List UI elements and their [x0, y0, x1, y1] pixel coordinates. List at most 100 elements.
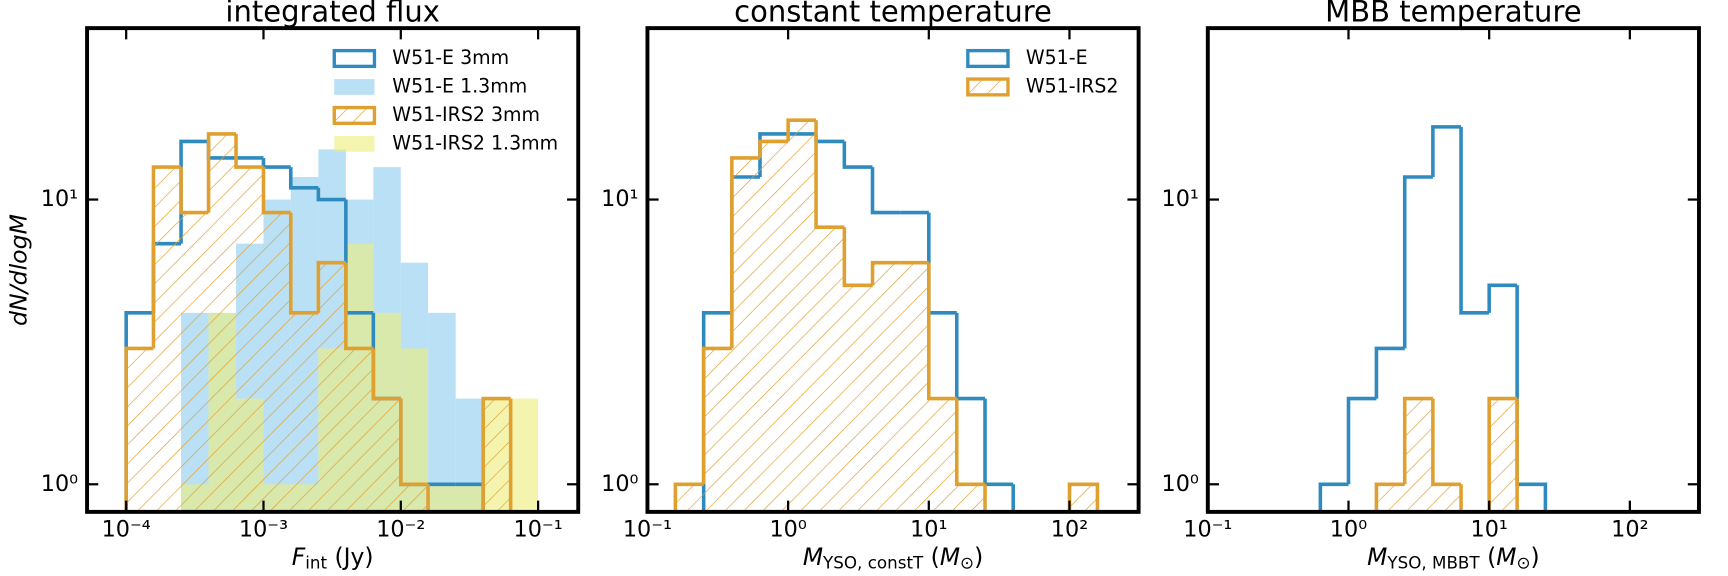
- panel-title: constant temperature: [734, 0, 1052, 29]
- panel: 10⁻⁴ 10⁻³ 10⁻² 10⁻¹ 10⁰ 10¹ integrated flux Fin…: [5, 0, 581, 573]
- panel-title: integrated flux: [225, 0, 439, 29]
- histogram-series: [1320, 396, 1546, 512]
- x-label-part: M: [1496, 542, 1516, 570]
- bar-hatch: [956, 484, 986, 512]
- bar-outline: [261, 157, 291, 169]
- bar-outline: [1515, 285, 1548, 512]
- axes-frame: [645, 26, 1141, 514]
- bar-hatch: [345, 348, 374, 512]
- bar-outline: [481, 396, 511, 512]
- x-axis-label: MYSO, constT (M⊙): [803, 542, 983, 572]
- plot-area: [1318, 125, 1548, 512]
- bar-outline: [1374, 346, 1405, 399]
- x-tick-label: 10⁰: [769, 516, 806, 542]
- bar-hatch: [872, 262, 901, 512]
- bar-outline: [316, 187, 346, 202]
- bar-hatch: [181, 212, 209, 512]
- bar-outline: [399, 398, 429, 487]
- bar-hatch: [153, 167, 182, 512]
- bar-outline: [426, 484, 456, 512]
- x-tick-label: 10¹: [1470, 516, 1507, 542]
- x-label-part: F: [292, 542, 306, 570]
- legend-swatch: [334, 79, 375, 95]
- bar-hatch: [263, 212, 291, 512]
- bar-outline: [814, 133, 845, 144]
- x-tick-label: 10⁻⁴: [102, 516, 151, 542]
- bar-outline: [983, 398, 1014, 487]
- x-axis-label: Fint (Jy): [292, 542, 374, 572]
- bar-hatch: [208, 133, 237, 512]
- x-label-part: (: [1480, 542, 1497, 570]
- bar-outline: [758, 139, 789, 158]
- y-tick-label: 10¹: [41, 186, 78, 212]
- x-tick-label: 10⁰: [1330, 516, 1367, 542]
- legend: W51-E W51-IRS2: [966, 47, 1119, 98]
- bar-outline: [870, 260, 901, 286]
- bar-outline: [508, 398, 539, 512]
- axes-frame: [85, 26, 581, 514]
- y-tick-label: 10¹: [601, 186, 638, 212]
- bar-outline: [954, 398, 986, 487]
- bar-hatch: [1489, 398, 1518, 512]
- bar-outline: [1346, 396, 1377, 485]
- legend-label: W51-IRS2 1.3mm: [392, 132, 558, 154]
- x-tick-label: 10⁻¹: [514, 516, 563, 542]
- legend-swatch: [332, 48, 377, 69]
- x-label-part: M: [803, 542, 823, 570]
- bar-outline: [288, 167, 319, 190]
- bar-outline: [371, 348, 401, 401]
- x-label-part: int: [305, 553, 327, 573]
- bar-hatch: [318, 262, 346, 512]
- bar-outline: [842, 227, 873, 288]
- bar-outline: [316, 260, 346, 313]
- bar-hatch: [928, 398, 957, 512]
- legend: W51-E 3mm W51-E 1.3mm W51-IRS2 3mm W51-IRS2…: [332, 47, 558, 154]
- bar-outline: [1011, 484, 1042, 512]
- bar: [510, 398, 539, 512]
- bar-hatch: [483, 398, 511, 512]
- bar-outline: [234, 133, 264, 169]
- histogram-series: [673, 118, 1100, 512]
- legend-label: W51-E 3mm: [392, 47, 509, 69]
- bar-outline: [786, 118, 817, 142]
- y-tick-label: 10⁰: [601, 471, 638, 497]
- bar-hatch: [816, 227, 845, 512]
- bar-hatch: [1404, 398, 1433, 512]
- bar-outline: [1487, 283, 1518, 313]
- x-label-part: YSO, constT: [822, 553, 924, 573]
- bar-outline: [1487, 396, 1518, 512]
- bar-hatch: [900, 262, 929, 512]
- bar-outline: [1402, 175, 1433, 349]
- bar-outline: [179, 167, 209, 215]
- bar-hatch: [400, 484, 429, 512]
- bar: [428, 484, 456, 512]
- bar-outline: [124, 346, 154, 512]
- bar: [428, 312, 456, 512]
- bar-outline: [1374, 482, 1405, 512]
- panel: 10⁻¹ 10⁰ 10¹ 10² 10⁰ 10¹ constant temperature M…: [601, 0, 1141, 573]
- legend-swatch: [966, 77, 1010, 97]
- legend-label: W51-IRS2 3mm: [392, 104, 540, 126]
- bar-hatch: [788, 120, 817, 512]
- bar-outline: [1402, 396, 1433, 485]
- plot-area: [673, 118, 1100, 512]
- bar-outline: [261, 167, 291, 215]
- x-label-part: ⊙: [1516, 553, 1530, 573]
- bar-outline: [983, 484, 1014, 512]
- legend-swatch: [334, 136, 375, 152]
- bar-hatch: [1376, 484, 1405, 512]
- x-label-part: ): [1530, 542, 1539, 570]
- plot-area: [124, 132, 539, 512]
- bar-outline: [814, 120, 845, 229]
- bar-outline: [870, 167, 901, 215]
- bar-hatch: [844, 285, 873, 512]
- legend-swatch: [332, 105, 377, 125]
- bar-outline: [1459, 484, 1490, 512]
- bar-outline: [1067, 482, 1100, 512]
- bar-outline: [1431, 125, 1462, 178]
- bar-outline: [927, 212, 957, 315]
- x-tick-label: 10¹: [910, 516, 947, 542]
- y-tick-label: 10⁰: [41, 471, 78, 497]
- bar: [455, 484, 484, 512]
